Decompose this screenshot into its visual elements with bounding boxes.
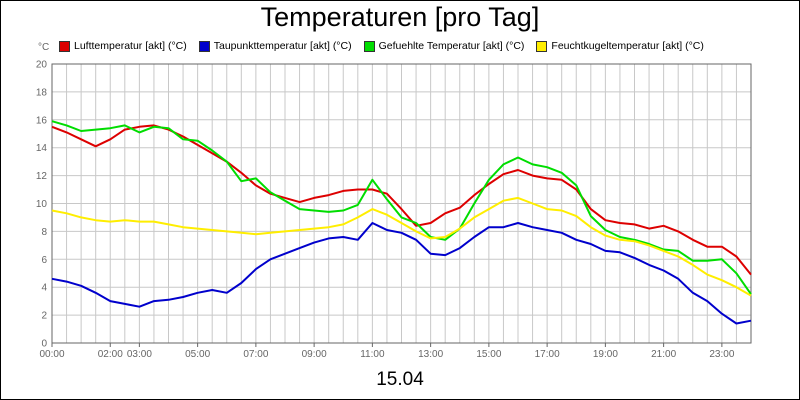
x-axis-title: 15.04	[376, 369, 424, 390]
legend-item-3: Gefuehlte Temperatur [akt] (°C)	[363, 40, 525, 52]
y-tick-label: 14	[36, 143, 48, 154]
x-tick-label: 19:00	[593, 349, 618, 360]
plot-border	[51, 63, 752, 344]
y-tick-label: 0	[41, 339, 47, 350]
legend-swatch	[198, 40, 210, 52]
legend: Lufttemperatur [akt] (°C) Taupunkttempera…	[59, 39, 716, 53]
legend-label: Gefuehlte Temperatur [akt] (°C)	[378, 40, 525, 52]
legend-label: Taupunkttemperatur [akt] (°C)	[213, 40, 352, 52]
x-tick-label: 21:00	[651, 349, 676, 360]
y-tick-label: 16	[36, 115, 48, 126]
x-tick-label: 07:00	[243, 349, 268, 360]
y-unit-label: °C	[38, 42, 50, 53]
x-tick-label: 17:00	[535, 349, 560, 360]
y-tick-label: 18	[36, 87, 48, 98]
legend-swatch	[59, 40, 70, 52]
chart-title: Temperaturen [pro Tag]	[260, 2, 540, 32]
x-tick-label: 02:00	[98, 349, 123, 360]
series-line-3	[51, 120, 752, 295]
y-tick-label: 6	[41, 255, 47, 266]
x-tick-label: 09:00	[302, 349, 327, 360]
legend-label: Feuchtkugeltemperatur [akt] (°C)	[551, 40, 704, 52]
y-tick-label: 10	[36, 199, 48, 210]
x-tick-label: 05:00	[185, 349, 210, 360]
legend-label: Lufttemperatur [akt] (°C)	[74, 40, 187, 52]
series-line-2	[51, 222, 752, 325]
x-tick-label: 03:00	[127, 349, 152, 360]
y-tick-label: 12	[36, 171, 48, 182]
series-line-4	[51, 196, 752, 297]
y-tick-label: 20	[36, 60, 48, 71]
legend-item-2: Taupunkttemperatur [akt] (°C)	[198, 40, 352, 52]
legend-swatch	[363, 40, 375, 52]
x-tick-label: 23:00	[709, 349, 734, 360]
x-tick-label: 15:00	[476, 349, 501, 360]
series-line-1	[51, 124, 752, 276]
y-tick-label: 8	[41, 227, 47, 238]
legend-item-4: Feuchtkugeltemperatur [akt] (°C)	[536, 40, 704, 52]
y-tick-label: 2	[41, 311, 47, 322]
x-tick-label: 00:00	[39, 349, 64, 360]
x-tick-label: 13:00	[418, 349, 443, 360]
legend-item-1: Lufttemperatur [akt] (°C)	[59, 40, 187, 52]
legend-swatch	[536, 40, 548, 52]
x-tick-label: 11:00	[360, 349, 385, 360]
y-tick-label: 4	[41, 283, 47, 294]
